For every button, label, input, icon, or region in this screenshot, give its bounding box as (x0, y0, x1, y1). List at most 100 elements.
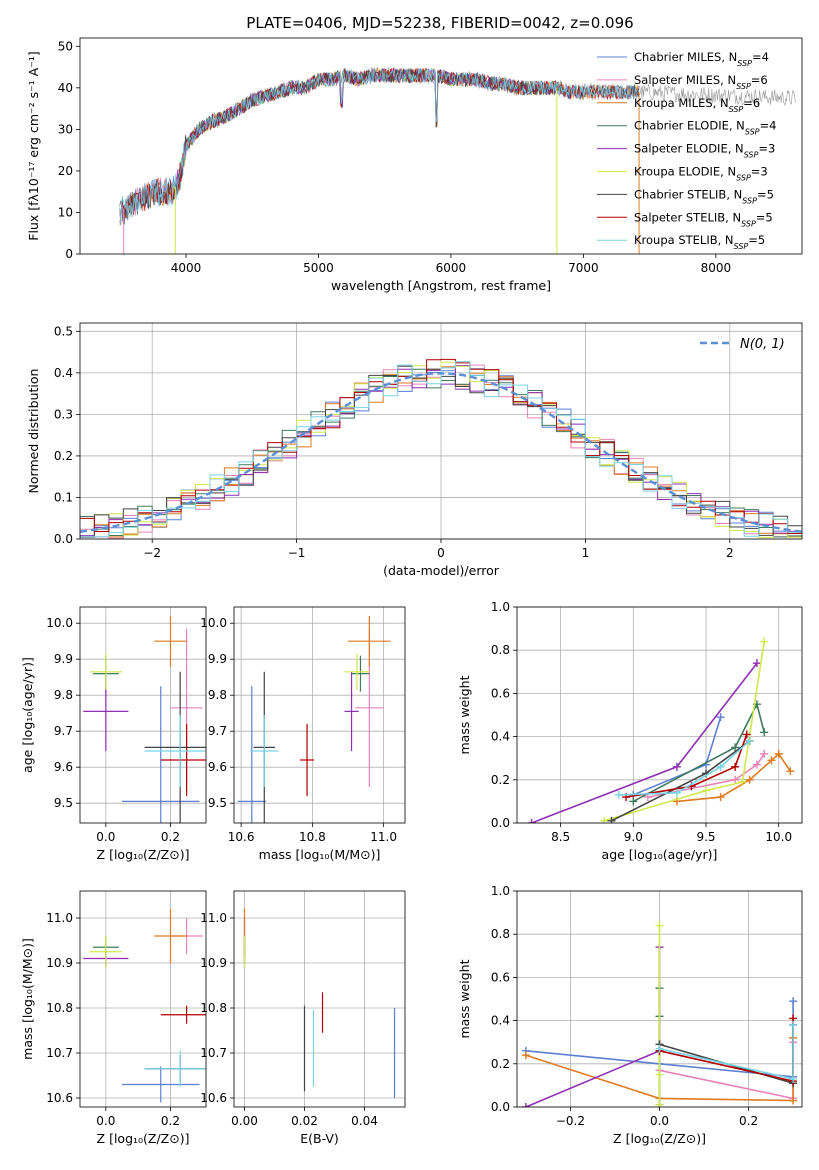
y-tick-label: 50 (58, 39, 73, 53)
age-vs-Z-panel: 0.0 0.2 9.5 9.6 9.7 9.8 9.9 10.0 Z [log₁₀(Z/Z⊙)]… (20, 606, 207, 862)
figure-title: PLATE=0406, MJD=52238, FIBERID=0042, z=0… (246, 14, 633, 32)
y-tick-label: 0.6 (491, 686, 510, 700)
y-tick-label: 10.8 (46, 1001, 73, 1015)
legend-label: Kroupa MILES, NSSP=6 (634, 96, 760, 114)
massweight-point (789, 1020, 798, 1029)
mass-vs-Z-frame (79, 890, 207, 1108)
x-tick-label: 0 (437, 546, 445, 560)
y-axis-label: Flux [fλ10⁻¹⁷ erg cm⁻² s⁻¹ A⁻¹] (26, 51, 41, 240)
massweight-point (738, 777, 747, 786)
age-vs-mass-plot-area (237, 616, 391, 823)
y-axis-label: age [log₁₀(age/yr)] (20, 657, 35, 773)
massweight-point (774, 749, 783, 758)
y-axis-label: mass weight (457, 675, 472, 754)
massweight-point (731, 743, 740, 752)
x-tick-label: 6000 (436, 261, 467, 275)
massweight-point (607, 816, 616, 823)
massweight-point (655, 1070, 664, 1079)
x-tick-label: 0.00 (231, 1114, 258, 1128)
x-tick-label: 0.0 (96, 1114, 115, 1128)
massweight-point (789, 1096, 798, 1105)
massweight-point (716, 793, 725, 802)
spectrum-frame (79, 37, 803, 255)
x-tick-label: 10.8 (299, 830, 326, 844)
legend-label: Salpeter ELODIE, NSSP=3 (634, 142, 775, 160)
massweight-point (767, 756, 776, 765)
y-tick-label: 9.7 (208, 724, 227, 738)
massweight-point (742, 730, 751, 739)
y-axis-label: mass [log₁₀(M/M⊙)] (20, 938, 35, 1060)
massweight-point (629, 797, 638, 806)
massweight-point (716, 713, 725, 722)
massweight-line (625, 734, 748, 798)
age-vs-Z-plot-area (83, 616, 206, 823)
y-tick-label: 0.4 (54, 366, 73, 380)
legend-label: Chabrier STELIB, NSSP=5 (634, 187, 774, 205)
residuals-grid (80, 323, 802, 540)
residual-histogram-step (80, 358, 802, 534)
x-tick-label: −2 (143, 546, 161, 560)
x-tick-label: 9.0 (624, 830, 643, 844)
massweight-point (716, 762, 725, 771)
massweight-point (760, 749, 769, 758)
massweight-vs-age-plot-area (527, 637, 795, 823)
y-tick-label: 10.7 (200, 1046, 227, 1060)
y-tick-label: 9.6 (54, 760, 73, 774)
y-tick-label: 0.4 (491, 730, 510, 744)
x-axis-label: Z [log₁₀(Z/Z⊙)] (97, 847, 190, 862)
massweight-point (786, 767, 795, 776)
x-tick-label: 10.6 (228, 830, 255, 844)
y-tick-label: 9.5 (208, 796, 227, 810)
y-axis-label: Normed distribution (26, 369, 41, 494)
y-tick-label: 10 (58, 205, 73, 219)
mass-vs-Z-panel: 0.0 0.2 10.6 10.7 10.8 10.9 11.0 Z [log₁₀(Z/Z⊙)… (20, 890, 207, 1146)
mass-vs-EBV-frame (233, 890, 406, 1108)
y-tick-label: 0 (65, 247, 73, 261)
legend-label: Salpeter MILES, NSSP=6 (634, 73, 768, 91)
age-vs-Z-frame (79, 606, 207, 824)
legend-label: Chabrier MILES, NSSP=4 (634, 50, 769, 68)
residuals-plot-area (80, 358, 802, 539)
y-tick-label: 10.0 (200, 616, 227, 630)
y-tick-label: 0.8 (491, 927, 510, 941)
y-tick-label: 20 (58, 164, 73, 178)
massweight-point (655, 1044, 664, 1053)
massweight-point (731, 762, 740, 771)
y-tick-label: 11.0 (200, 911, 227, 925)
y-tick-label: 0.1 (54, 490, 73, 504)
massweight-point (789, 1074, 798, 1083)
massweight-line (676, 752, 792, 803)
massweight-line (531, 662, 758, 823)
y-tick-label: 1.0 (491, 600, 510, 614)
y-tick-label: 0.0 (54, 532, 73, 546)
massweight-vs-Z-plot-area (521, 921, 798, 1107)
massweight-line (632, 716, 722, 796)
massweight-point (655, 1100, 664, 1107)
massweight-point (731, 775, 740, 784)
x-tick-label: 10.0 (765, 830, 792, 844)
y-tick-label: 40 (58, 81, 73, 95)
massweight-point (521, 1051, 530, 1060)
massweight-line (525, 947, 661, 1107)
residuals-panel: −2 −1 0 1 2 0.0 0.1 0.2 0.3 0.4 0.5 (data-model)/er… (26, 322, 803, 578)
x-tick-label: 0.04 (351, 1114, 378, 1128)
age-vs-mass-grid (234, 607, 405, 823)
massweight-point (521, 1103, 530, 1107)
x-tick-label: 9.5 (696, 830, 715, 844)
massweight-point (745, 736, 754, 745)
y-tick-label: 9.9 (208, 652, 227, 666)
legend-label: Salpeter STELIB, NSSP=5 (634, 210, 773, 228)
massweight-line (618, 740, 751, 796)
massweight-point (672, 788, 681, 797)
legend-label: Chabrier ELODIE, NSSP=4 (634, 119, 776, 137)
legend-label: N(0, 1) (740, 337, 785, 352)
y-tick-label: 11.0 (46, 911, 73, 925)
spectrum-plot-area (119, 66, 796, 254)
residuals-legend: N(0, 1) (700, 337, 785, 352)
y-tick-label: 0.8 (491, 643, 510, 657)
x-tick-label: 0.2 (161, 1114, 180, 1128)
massweight-point (600, 816, 609, 823)
x-tick-label: −1 (288, 546, 306, 560)
massweight-vs-age-frame (516, 606, 803, 824)
